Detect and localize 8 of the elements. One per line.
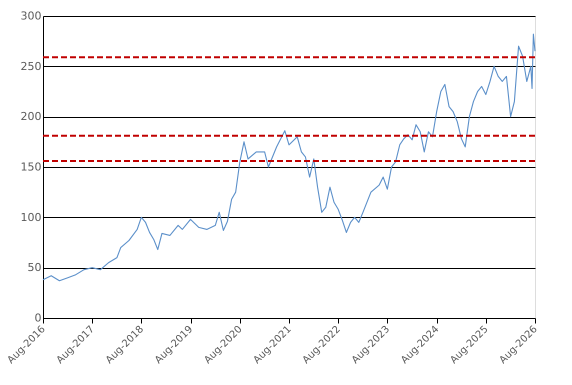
y-tick-label: 300 xyxy=(20,10,42,22)
y-tick-label: 200 xyxy=(20,110,42,124)
line-series xyxy=(42,34,536,282)
y-tick-label: 150 xyxy=(20,160,42,174)
y-tick-label: 50 xyxy=(28,261,42,274)
y-tick-label: 0 xyxy=(34,312,42,324)
y-tick-label: 250 xyxy=(20,60,42,73)
y-tick-label: 100 xyxy=(20,210,42,224)
